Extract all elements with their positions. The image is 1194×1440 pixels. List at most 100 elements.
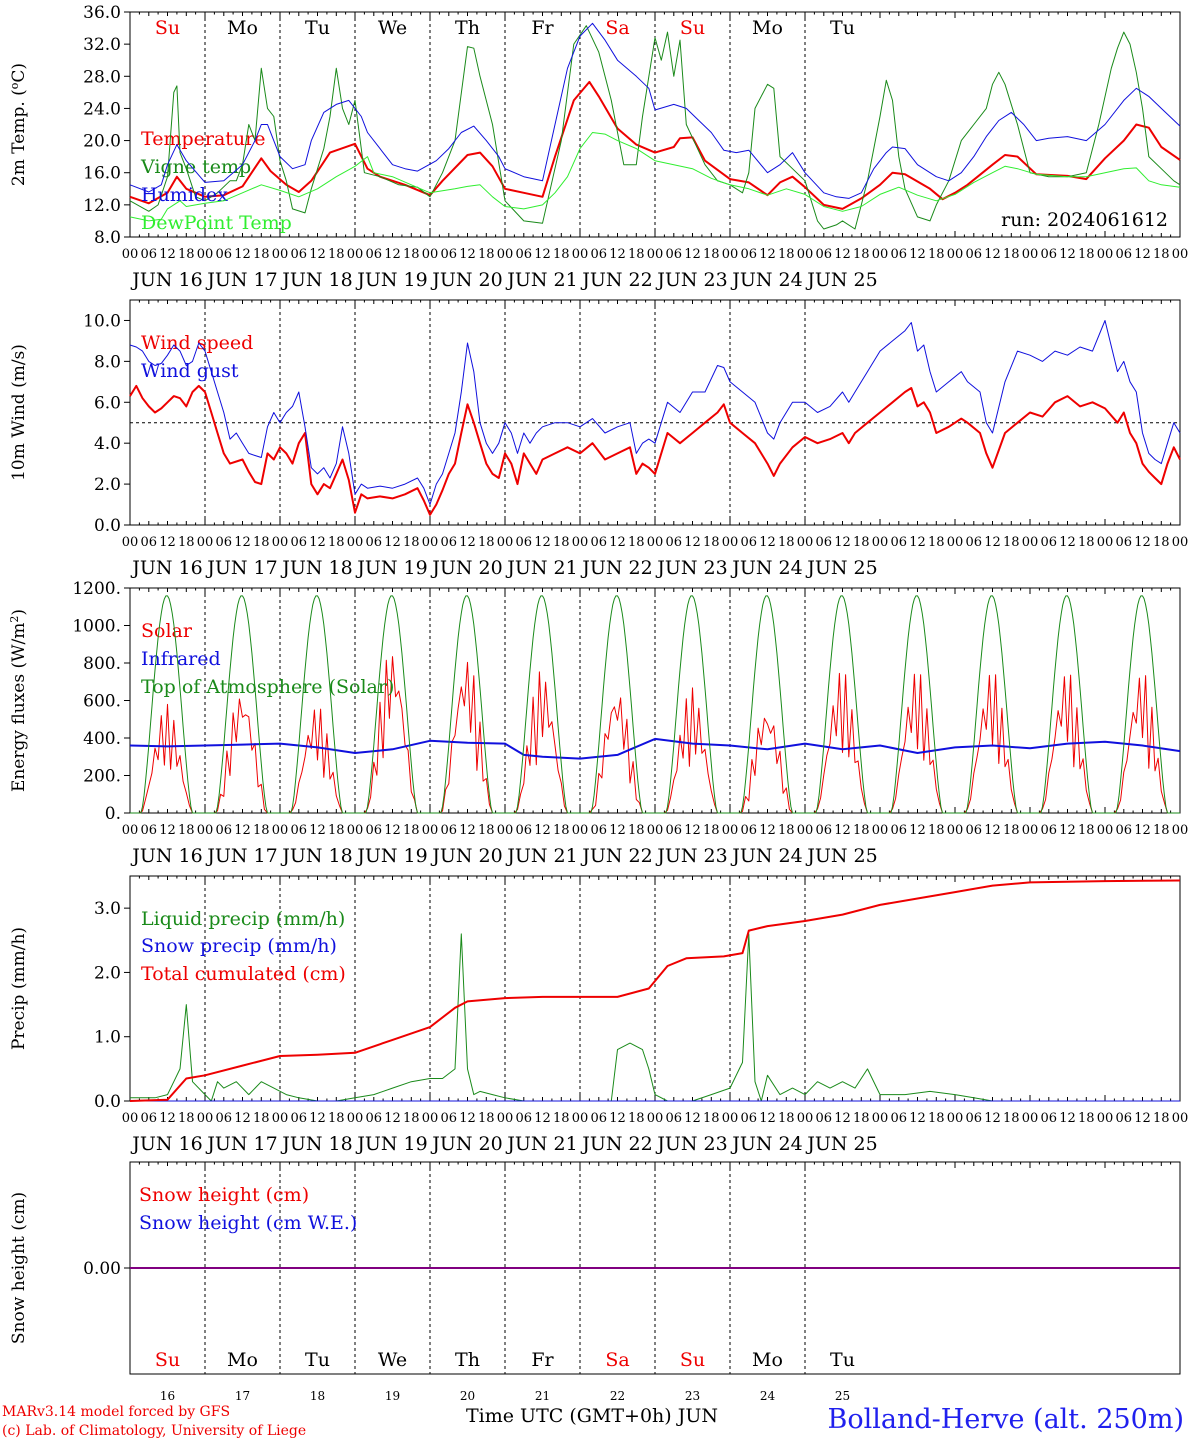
hour-label: 06 [740, 823, 757, 838]
legend-label: Wind speed [141, 332, 253, 354]
day-number-label: 18 [310, 1389, 325, 1403]
hour-label: 12 [759, 247, 776, 262]
hour-label: 00 [272, 247, 289, 262]
date-label: JUN 18 [280, 1133, 352, 1155]
hour-label: 18 [853, 247, 870, 262]
hour-label: 12 [984, 535, 1001, 550]
hour-label: 00 [1022, 247, 1039, 262]
y-tick-label: 8.0 [94, 228, 121, 248]
hour-label: 12 [684, 535, 701, 550]
hour-label: 00 [497, 1111, 514, 1126]
y-tick-label: 0. [105, 804, 121, 824]
hour-label: 00 [722, 823, 739, 838]
hour-label: 06 [365, 535, 382, 550]
hour-label: 06 [815, 535, 832, 550]
weekday-label: Su [680, 1349, 705, 1371]
hour-label: 12 [159, 1111, 176, 1126]
series-line [129, 879, 1181, 1102]
date-label: JUN 20 [430, 845, 502, 867]
hour-label: 06 [1040, 247, 1057, 262]
hour-label: 00 [797, 823, 814, 838]
hour-label: 12 [759, 1111, 776, 1126]
hour-label: 12 [834, 247, 851, 262]
legend-label: Snow precip (mm/h) [141, 935, 337, 957]
date-label: JUN 25 [805, 269, 877, 291]
y-axis-label-part: o [8, 82, 21, 89]
hour-label: 00 [1022, 535, 1039, 550]
hour-label: 06 [365, 247, 382, 262]
hour-label: 18 [178, 1111, 195, 1126]
hour-label: 06 [1040, 823, 1057, 838]
day-number-label: 23 [685, 1389, 700, 1403]
hour-label: 12 [834, 823, 851, 838]
hour-label: 12 [1059, 247, 1076, 262]
hour-label: 18 [1153, 823, 1170, 838]
date-label: JUN 23 [655, 845, 727, 867]
hour-label: 18 [478, 247, 495, 262]
hour-label: 18 [703, 535, 720, 550]
hour-label: 18 [1003, 823, 1020, 838]
hour-label: 00 [572, 823, 589, 838]
date-label: JUN 21 [505, 269, 577, 291]
hour-label: 18 [1078, 535, 1095, 550]
hour-label: 00 [1022, 1111, 1039, 1126]
hour-label: 18 [178, 247, 195, 262]
series-line [130, 933, 1180, 1102]
hour-label: 06 [815, 823, 832, 838]
hour-label: 18 [628, 247, 645, 262]
hour-label: 00 [197, 1111, 214, 1126]
time-ticks [129, 588, 1181, 813]
hour-label: 18 [928, 1111, 945, 1126]
hour-label: 12 [309, 247, 326, 262]
date-label: JUN 22 [580, 845, 652, 867]
hour-label: 06 [965, 1111, 982, 1126]
hour-label: 00 [947, 1111, 964, 1126]
hour-label: 12 [1134, 823, 1151, 838]
hour-label: 12 [984, 1111, 1001, 1126]
plot-frame [129, 587, 1181, 814]
date-label: JUN 16 [130, 269, 202, 291]
hour-label: 18 [403, 823, 420, 838]
hour-label: 00 [272, 535, 289, 550]
hour-label: 18 [778, 1111, 795, 1126]
hour-label: 06 [140, 535, 157, 550]
hour-label: 18 [628, 535, 645, 550]
hour-label: 12 [309, 535, 326, 550]
y-tick-label: 0.00 [83, 1259, 121, 1279]
hour-label: 06 [140, 1111, 157, 1126]
hour-label: 12 [459, 823, 476, 838]
hour-label: 00 [647, 535, 664, 550]
panel-1: 8.0 12.0 16.0 20.0 24.0 28.0 32.0 36.0 2m Temp. … [8, 3, 1189, 291]
hour-label: 06 [590, 535, 607, 550]
legend-label: Solar [141, 620, 193, 642]
hour-label: 12 [159, 823, 176, 838]
hour-label: 00 [422, 1111, 439, 1126]
hour-label: 00 [872, 535, 889, 550]
hour-label: 12 [459, 535, 476, 550]
date-label: JUN 25 [805, 845, 877, 867]
date-label: JUN 16 [130, 1133, 202, 1155]
hour-label: 18 [1003, 1111, 1020, 1126]
legend-label: Wind gust [141, 360, 239, 382]
hour-label: 06 [965, 535, 982, 550]
hour-label: 12 [309, 1111, 326, 1126]
weekday-label: Th [455, 1349, 480, 1371]
y-tick-label: 800. [83, 654, 121, 674]
hour-label: 18 [553, 535, 570, 550]
plot-frame [129, 11, 1181, 238]
date-label: JUN 18 [280, 269, 352, 291]
hour-label: 06 [1040, 535, 1057, 550]
hour-label: 06 [890, 1111, 907, 1126]
hour-label: 12 [909, 1111, 926, 1126]
y-axis-label: Precip (mm/h) [9, 927, 29, 1050]
hour-label: 00 [347, 247, 364, 262]
hour-label: 06 [815, 247, 832, 262]
y-tick-label: 20.0 [83, 132, 121, 152]
hour-label: 06 [215, 535, 232, 550]
hour-label: 06 [965, 247, 982, 262]
hour-label: 00 [1172, 1111, 1189, 1126]
hour-label: 18 [778, 823, 795, 838]
hour-label: 18 [328, 535, 345, 550]
